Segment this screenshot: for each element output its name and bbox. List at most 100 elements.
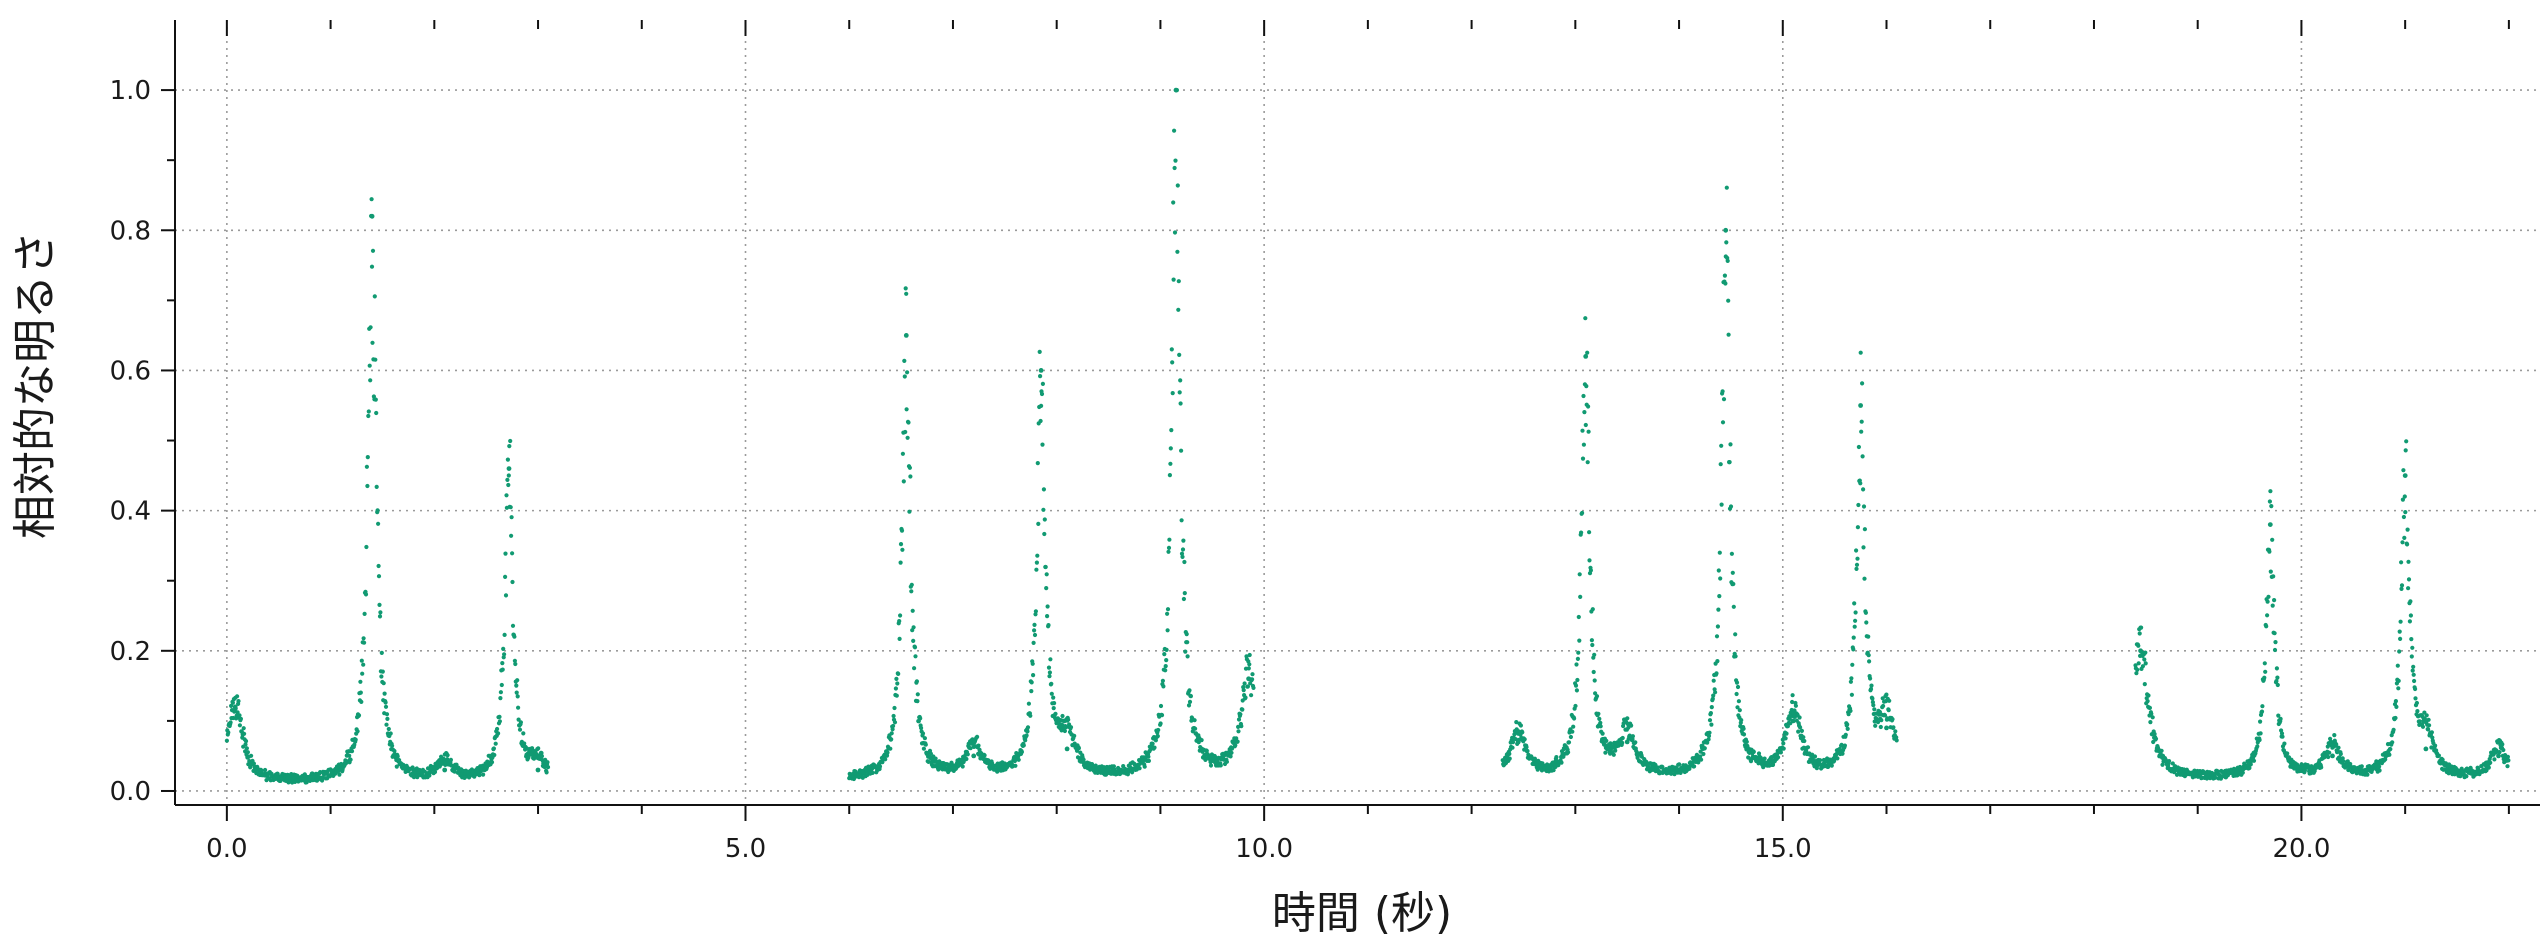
data-point [915, 692, 920, 697]
data-point [1038, 374, 1043, 379]
data-point [1167, 537, 1172, 542]
data-point [1854, 562, 1860, 567]
data-point [1193, 726, 1198, 731]
data-point [1890, 717, 1895, 722]
data-point [2334, 742, 2339, 747]
data-point [2160, 762, 2165, 767]
data-point [378, 610, 383, 615]
data-point [1041, 487, 1046, 492]
data-point [2263, 669, 2268, 674]
data-point [1584, 384, 1589, 389]
x-tick-label: 0.0 [206, 834, 247, 864]
data-point [1805, 745, 1811, 750]
data-point [1728, 442, 1733, 447]
data-point [1720, 420, 1726, 425]
data-point [976, 743, 981, 748]
data-point [361, 636, 366, 641]
data-point [1731, 581, 1736, 587]
data-point [1021, 743, 1026, 748]
data-point [245, 750, 250, 755]
data-point [1708, 711, 1713, 716]
data-point [1111, 764, 1116, 769]
data-point [1568, 734, 1573, 740]
data-point [912, 645, 918, 650]
data-point [968, 746, 973, 751]
data-point [506, 482, 511, 488]
data-point [1711, 678, 1716, 683]
data-point [2412, 678, 2417, 684]
data-point [2150, 715, 2155, 720]
data-point [238, 716, 243, 722]
data-point [1597, 716, 1602, 722]
data-point [1566, 750, 1571, 755]
data-point [2413, 696, 2418, 701]
data-point [1733, 654, 1738, 659]
data-point [1570, 729, 1575, 734]
data-point [1507, 756, 1512, 761]
data-point [1047, 674, 1052, 679]
data-point [1863, 610, 1868, 615]
data-point [2145, 699, 2150, 704]
data-point [1573, 703, 1578, 709]
data-point [384, 712, 390, 717]
data-point [1247, 662, 1252, 667]
data-point [892, 705, 897, 711]
data-point [1187, 688, 1192, 693]
data-point [902, 374, 907, 379]
data-point [903, 429, 908, 435]
data-point [1577, 572, 1582, 577]
data-point [1702, 746, 1707, 751]
data-point [1726, 298, 1731, 303]
data-point [905, 435, 910, 440]
data-point [542, 764, 547, 770]
data-point [1175, 249, 1180, 254]
data-point [370, 248, 376, 253]
data-point [1886, 708, 1891, 713]
data-point [1510, 740, 1516, 745]
data-point [2413, 686, 2418, 692]
data-point [1041, 507, 1046, 512]
data-point [2264, 624, 2269, 629]
data-point [1507, 751, 1512, 757]
data-point [2213, 775, 2218, 780]
data-point [1247, 652, 1252, 658]
data-point [1514, 720, 1519, 725]
data-point [235, 710, 240, 715]
data-point [1037, 349, 1042, 354]
data-point [1229, 750, 1234, 755]
data-point [2260, 704, 2265, 709]
data-point [907, 509, 912, 514]
data-point [1044, 572, 1049, 577]
data-point [501, 646, 506, 652]
data-point [1698, 754, 1703, 759]
data-point [1715, 659, 1720, 664]
data-point [1175, 183, 1180, 188]
data-point [921, 746, 927, 751]
data-point [1172, 230, 1178, 235]
data-point [894, 676, 899, 682]
data-point [1835, 756, 1840, 761]
data-point [445, 753, 450, 758]
data-point [2285, 751, 2290, 756]
data-point [1150, 741, 1155, 746]
data-point [2258, 719, 2263, 724]
x-tick-label: 5.0 [725, 834, 766, 864]
data-point [526, 755, 531, 760]
data-point [2486, 765, 2491, 770]
data-point [1868, 676, 1873, 681]
data-point [2410, 645, 2415, 650]
data-point [1180, 554, 1185, 560]
data-point [1741, 732, 1747, 737]
data-point [1152, 745, 1157, 750]
data-point [366, 413, 371, 419]
data-point [1848, 708, 1853, 714]
data-point [1164, 647, 1169, 653]
data-point [1613, 748, 1618, 753]
data-point [1590, 607, 1595, 612]
data-point [2500, 742, 2505, 747]
data-point [1029, 689, 1034, 694]
data-point [481, 772, 486, 777]
data-point [363, 592, 369, 597]
data-point [337, 772, 342, 777]
data-point [2143, 661, 2148, 666]
